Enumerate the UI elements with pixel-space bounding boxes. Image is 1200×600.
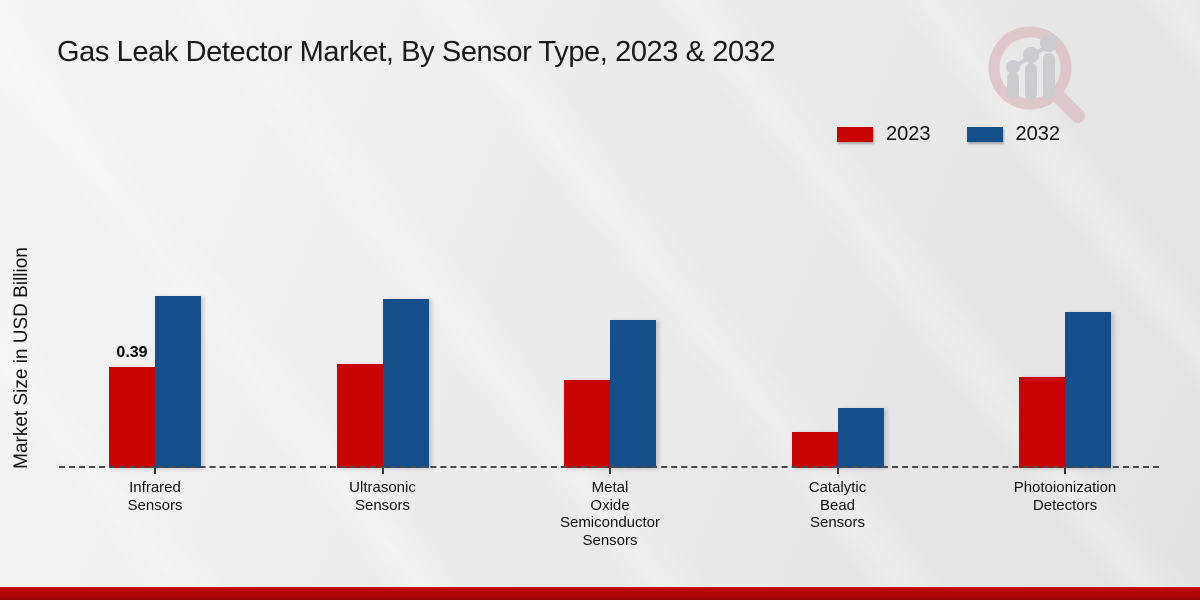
legend-label-2023: 2023 (886, 123, 931, 145)
x-axis-tick (154, 468, 156, 474)
bar-2023-metal-oxide-semiconductor-sensors (564, 380, 610, 468)
bar-group-catalytic-bead-sensors (791, 408, 884, 468)
legend-swatch-2023 (837, 127, 873, 142)
legend-item-2023: 2023 (837, 123, 931, 146)
category-label-metal-oxide-semiconductor-sensors: Metal Oxide Semiconductor Sensors (559, 479, 661, 549)
x-axis-tick (609, 468, 611, 474)
bar-2032-ultrasonic-sensors (382, 299, 429, 468)
legend: 2023 2032 (837, 123, 1060, 146)
bar-2032-photoionization-detectors (1065, 312, 1111, 468)
bar-group-infrared-sensors: 0.39 (109, 296, 201, 468)
category-label-photoionization-detectors: Photoionization Detectors (1013, 479, 1117, 514)
x-axis-tick (1064, 468, 1066, 474)
chart-title: Gas Leak Detector Market, By Sensor Type… (57, 36, 776, 68)
bar-group-ultrasonic-sensors (336, 299, 429, 468)
legend-item-2032: 2032 (966, 123, 1061, 146)
bar-2023-infrared-sensors (109, 367, 155, 468)
bar-2023-catalytic-bead-sensors (791, 432, 838, 468)
x-axis-tick (836, 468, 839, 474)
bar-group-metal-oxide-semiconductor-sensors (564, 320, 656, 468)
x-axis-baseline (59, 466, 1159, 468)
category-label-ultrasonic-sensors: Ultrasonic Sensors (349, 479, 416, 514)
footer-accent-bar (0, 587, 1200, 600)
legend-label-2032: 2032 (1015, 123, 1061, 145)
bar-group-photoionization-detectors (1019, 312, 1111, 468)
bar-2023-photoionization-detectors (1019, 377, 1065, 468)
bar-2032-metal-oxide-semiconductor-sensors (610, 320, 656, 468)
bar-2023-ultrasonic-sensors (336, 364, 383, 468)
bar-2032-catalytic-bead-sensors (837, 408, 884, 468)
legend-swatch-2032 (966, 127, 1003, 142)
magnifier-bar-chart-logo-icon (988, 26, 1085, 123)
category-label-catalytic-bead-sensors: Catalytic Bead Sensors (808, 479, 867, 531)
category-label-infrared-sensors: Infrared Sensors (127, 479, 183, 514)
bar-2032-infrared-sensors (155, 296, 201, 468)
bar-value-label: 0.39 (116, 344, 148, 361)
x-axis-tick (381, 468, 384, 474)
